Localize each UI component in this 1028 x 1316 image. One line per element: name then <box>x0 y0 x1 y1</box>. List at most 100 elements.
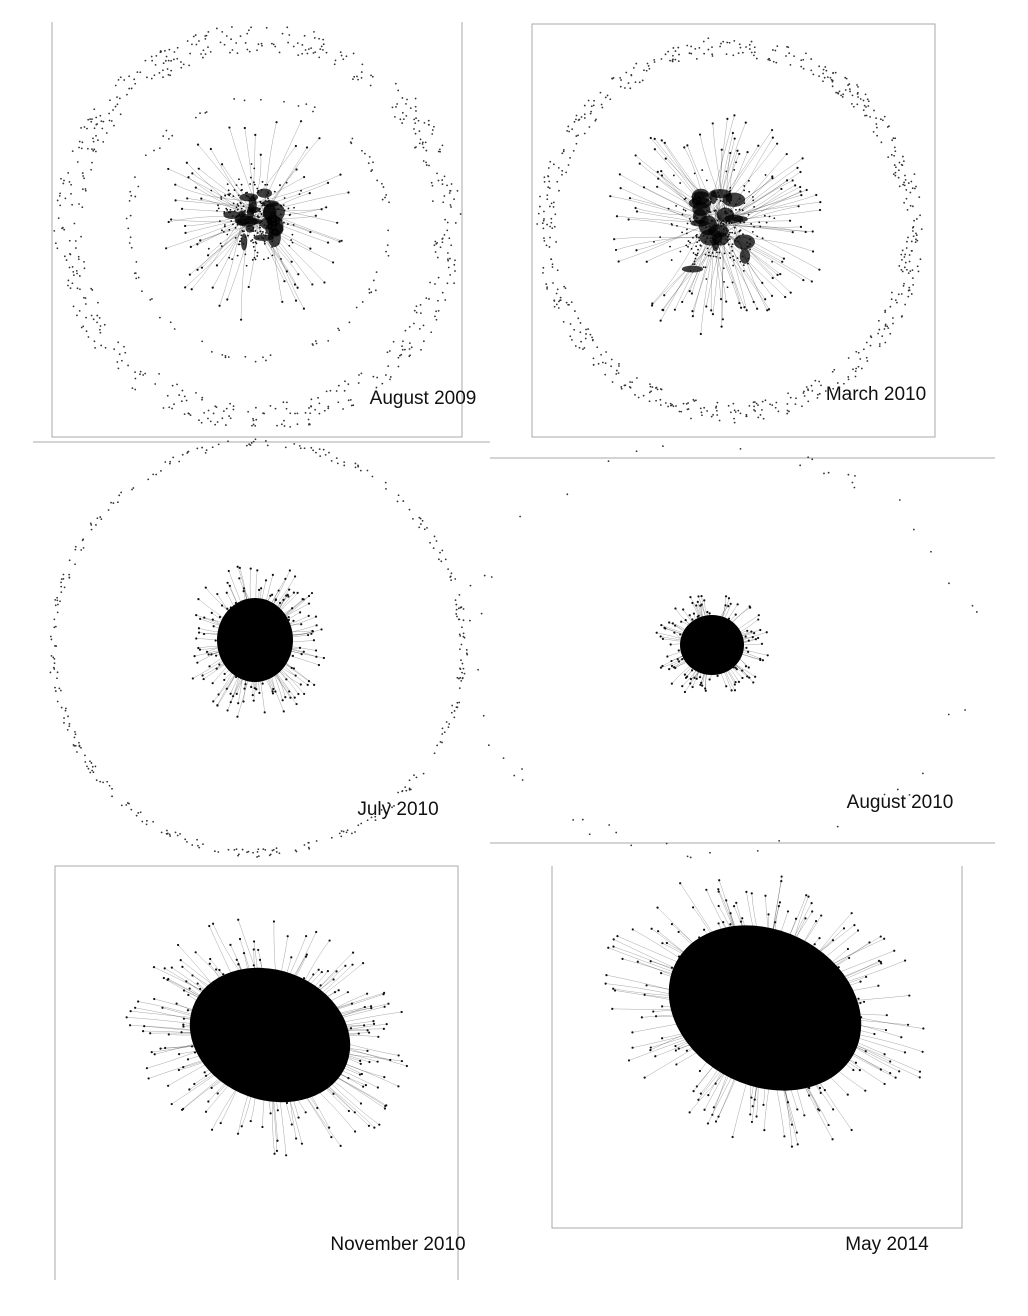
node <box>572 149 575 152</box>
node <box>786 403 789 405</box>
node <box>253 234 256 237</box>
node <box>69 287 72 290</box>
node <box>238 566 241 569</box>
node <box>204 35 207 37</box>
node <box>426 526 428 529</box>
node <box>52 666 55 669</box>
node <box>419 517 422 520</box>
node <box>270 210 273 213</box>
node <box>158 316 161 319</box>
node <box>657 177 660 180</box>
node <box>703 52 706 55</box>
node <box>61 226 64 229</box>
node <box>651 386 654 389</box>
node <box>567 125 570 128</box>
node <box>772 49 774 51</box>
node <box>682 208 685 211</box>
node <box>749 248 751 251</box>
node <box>56 677 58 680</box>
node <box>226 209 229 211</box>
node <box>659 236 662 239</box>
node <box>310 632 313 635</box>
node <box>290 607 294 610</box>
node <box>245 194 248 197</box>
node <box>450 183 453 185</box>
node <box>435 318 438 321</box>
node <box>235 958 238 961</box>
node <box>297 692 300 696</box>
node <box>746 675 749 678</box>
node <box>264 183 267 186</box>
node <box>208 962 211 965</box>
node <box>905 189 908 191</box>
node <box>431 129 434 131</box>
node <box>95 150 97 153</box>
node <box>353 1111 356 1114</box>
node <box>900 1036 903 1039</box>
node <box>180 400 183 403</box>
node <box>324 453 327 456</box>
node <box>96 321 98 324</box>
node <box>461 671 463 674</box>
node <box>743 202 746 205</box>
node <box>571 339 573 341</box>
node <box>434 251 437 253</box>
node <box>707 251 710 254</box>
node <box>739 221 742 224</box>
node <box>81 206 84 209</box>
cluster <box>711 232 729 246</box>
node <box>335 457 338 460</box>
node <box>199 239 202 242</box>
node <box>253 181 255 184</box>
panel-frame <box>551 866 963 1229</box>
node <box>431 133 434 135</box>
node <box>446 282 449 285</box>
node <box>810 280 813 283</box>
node <box>904 261 907 264</box>
panel-label: May 2014 <box>845 1234 929 1255</box>
node <box>264 440 267 442</box>
node <box>226 183 229 186</box>
node <box>63 721 65 724</box>
node <box>620 79 622 81</box>
node <box>441 183 444 186</box>
node <box>307 680 311 683</box>
node <box>127 227 130 230</box>
node <box>552 206 555 208</box>
node <box>420 523 422 525</box>
node <box>583 132 586 135</box>
node <box>900 315 903 318</box>
node <box>753 408 755 411</box>
node <box>395 106 397 108</box>
node <box>258 958 262 961</box>
panel-label: August 2010 <box>847 792 954 813</box>
node <box>132 487 135 489</box>
node <box>369 84 372 87</box>
node <box>252 964 255 967</box>
node <box>869 344 872 347</box>
node <box>787 46 790 49</box>
node <box>818 937 821 940</box>
cluster <box>733 234 755 250</box>
node <box>281 32 284 35</box>
node <box>63 228 66 231</box>
node <box>739 46 742 49</box>
node <box>717 888 720 891</box>
node <box>408 348 411 350</box>
node <box>243 126 246 130</box>
node <box>135 814 138 817</box>
node <box>283 197 286 199</box>
node <box>760 642 764 645</box>
node <box>694 253 697 256</box>
node <box>297 105 300 107</box>
node <box>612 938 615 941</box>
node <box>706 610 709 614</box>
node <box>91 765 94 768</box>
node <box>60 177 62 180</box>
node <box>80 746 82 749</box>
node <box>680 410 683 413</box>
edge <box>725 201 821 217</box>
node <box>56 599 59 602</box>
node <box>802 278 805 282</box>
node <box>217 443 220 446</box>
